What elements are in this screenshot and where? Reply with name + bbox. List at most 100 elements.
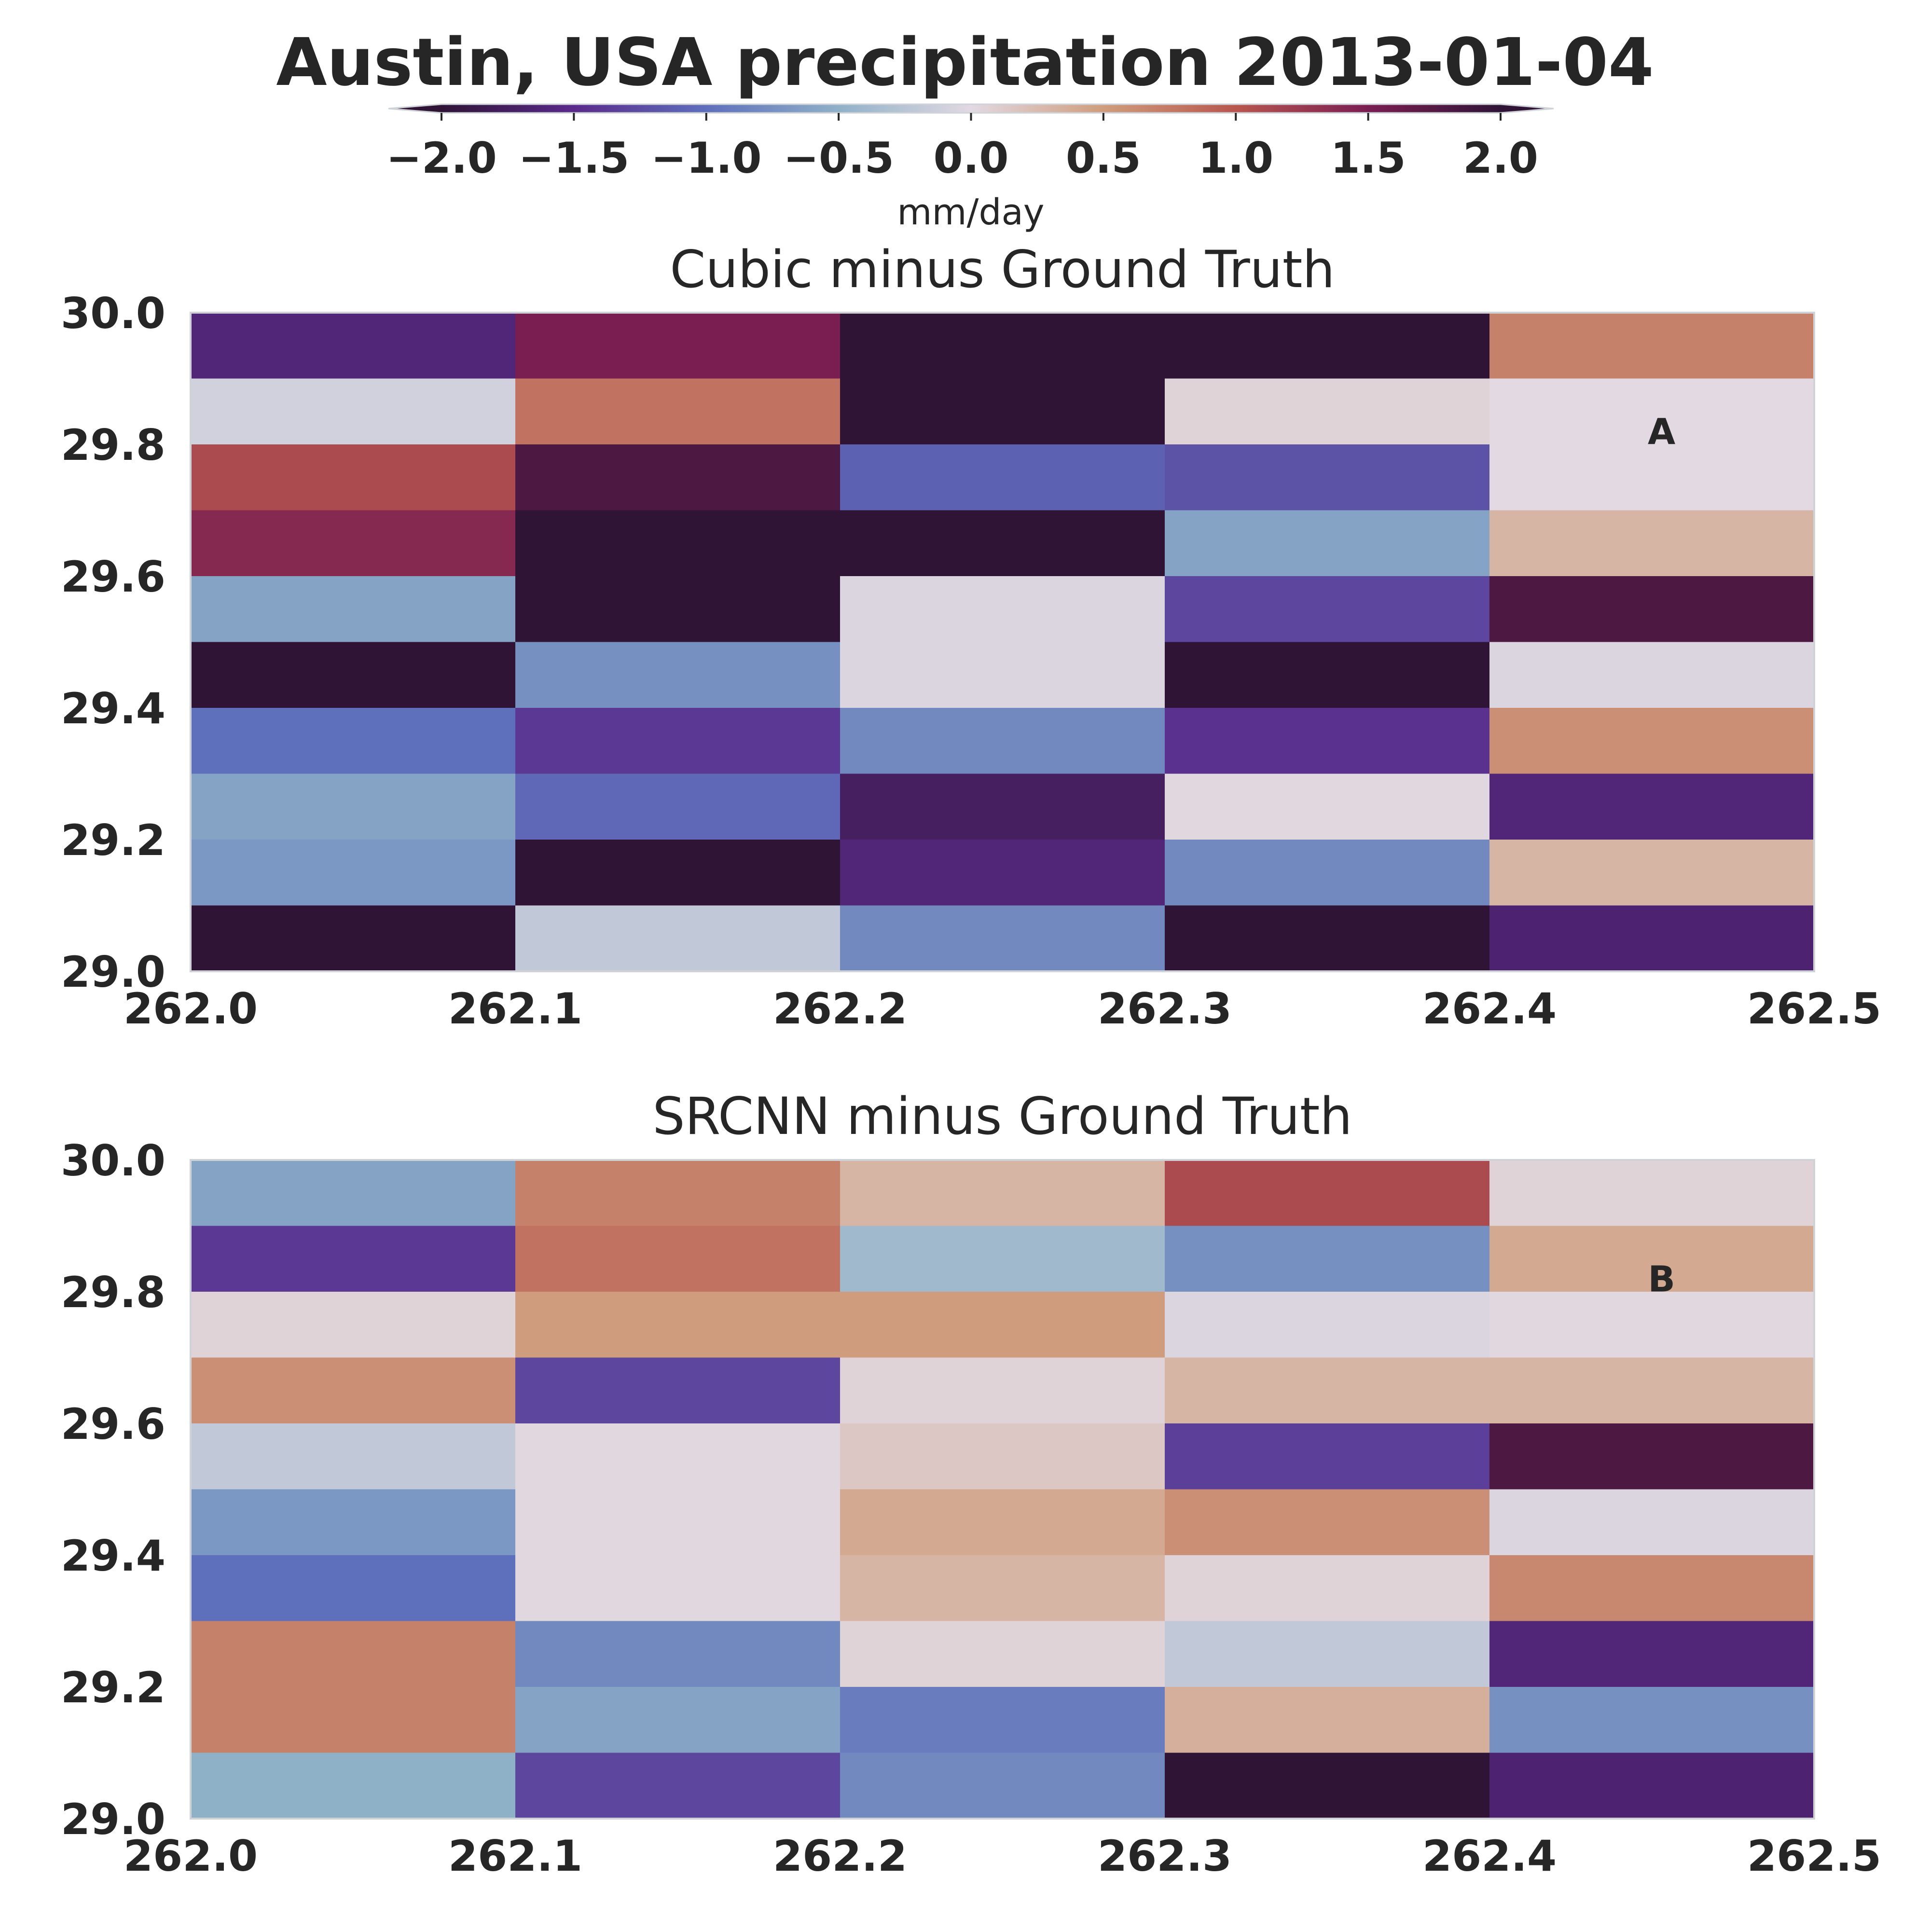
heatmap-cell [840, 1292, 1165, 1358]
heatmap-cell [515, 1160, 841, 1227]
heatmap-cell [515, 510, 841, 577]
heatmap-panel-1: Cubic minus Ground Truth 262.0 262.1 262.2 2… [61, 240, 1881, 1034]
y-tick-label: 29.6 [61, 1399, 165, 1449]
y-tick-label: 29.2 [61, 815, 165, 865]
colorbar-tick-label: 1.5 [1331, 133, 1406, 183]
heatmap-cell [515, 642, 841, 708]
y-tick-label: 29.8 [61, 420, 165, 470]
heatmap-cell [1165, 378, 1490, 445]
heatmap-cell [515, 1621, 841, 1687]
heatmap-cell [191, 642, 516, 708]
x-tick-label: 262.2 [773, 984, 907, 1034]
y-tick-label: 29.6 [61, 552, 165, 602]
heatmap-cell [840, 378, 1165, 445]
heatmap-cell [840, 1489, 1165, 1556]
heatmap-cell [515, 313, 841, 379]
heatmap-cell [515, 444, 841, 511]
heatmap-cell [1489, 444, 1815, 511]
heatmap-cell [191, 444, 516, 511]
heatmap-cell [515, 1226, 841, 1292]
heatmap-cell [191, 1357, 516, 1424]
x-tick-label: 262.4 [1422, 984, 1557, 1034]
heatmap-cell [840, 1357, 1165, 1424]
heatmap-cell [1489, 1292, 1815, 1358]
colorbar-tick-label: 1.0 [1198, 133, 1273, 183]
heatmap-cell [1489, 1160, 1815, 1227]
heatmap-cell [1165, 1292, 1490, 1358]
heatmap-cell [1165, 1687, 1490, 1753]
plot-frame [190, 312, 1815, 972]
colorbar-bar [441, 104, 1501, 113]
heatmap-cell [191, 1160, 516, 1227]
heatmap-cell [1165, 1753, 1490, 1819]
x-tick-label: 262.3 [1098, 1831, 1232, 1881]
heatmap-cell [840, 1753, 1165, 1819]
heatmap-cell [1489, 510, 1815, 577]
heatmap-cell [1165, 840, 1490, 906]
x-tick-label: 262.4 [1422, 1831, 1557, 1881]
heatmap-cell [840, 642, 1165, 708]
heatmap-cell [1165, 642, 1490, 708]
heatmap-cell [840, 576, 1165, 643]
heatmap-cell [1489, 1621, 1815, 1687]
x-tick-label: 262.0 [124, 984, 258, 1034]
heatmap-cell [191, 840, 516, 906]
heatmap-cell [1489, 773, 1815, 840]
heatmap-cell [840, 840, 1165, 906]
y-tick-label: 29.0 [61, 1794, 165, 1844]
heatmap-cell [515, 378, 841, 445]
colorbar-tick-label: −1.5 [519, 133, 630, 183]
heatmap-cell [840, 444, 1165, 511]
heatmap-cell [1165, 1489, 1490, 1556]
heatmap-cell [1489, 313, 1815, 379]
heatmap-cell [1489, 1753, 1815, 1819]
heatmap-cell [515, 1555, 841, 1622]
heatmap-cell [515, 773, 841, 840]
y-tick-label: 29.8 [61, 1268, 165, 1317]
heatmap-cell [1165, 905, 1490, 972]
x-tick-label: 262.5 [1747, 984, 1881, 1034]
colorbar-tick-label: 0.0 [934, 133, 1009, 183]
colorbar-extend-high [1501, 104, 1554, 113]
x-tick-label: 262.1 [448, 1831, 582, 1881]
heatmap-cell [191, 905, 516, 972]
heatmap-cell [1165, 1621, 1490, 1687]
heatmap-cell [515, 1357, 841, 1424]
heatmap-cell [191, 708, 516, 774]
y-tick-label: 29.4 [61, 684, 165, 733]
heatmap-cell [191, 313, 516, 379]
heatmap-cell [1489, 1489, 1815, 1556]
heatmap-cell [1489, 1226, 1815, 1292]
heatmap-cell [840, 510, 1165, 577]
heatmap-cell [515, 1687, 841, 1753]
y-tick-label: 29.0 [61, 947, 165, 997]
x-tick-label: 262.1 [448, 984, 582, 1034]
heatmap-cell [515, 576, 841, 643]
heatmap-cell [191, 576, 516, 643]
plot-frame [190, 1159, 1815, 1820]
heatmap-cell [191, 1489, 516, 1556]
heatmap-cell [1165, 1226, 1490, 1292]
figure-title: Austin, USA precipitation 2013-01-04 [276, 25, 1654, 101]
x-tick-label: 262.5 [1747, 1831, 1881, 1881]
heatmap-cell [191, 1423, 516, 1490]
heatmap-cell [840, 1555, 1165, 1622]
heatmap-cell [191, 1555, 516, 1622]
colorbar-tick-label: −2.0 [386, 133, 497, 183]
heatmap-cell [1165, 1423, 1490, 1490]
colorbar-tick-label: −0.5 [783, 133, 894, 183]
heatmap-cell [1489, 1423, 1815, 1490]
heatmap-cell [1165, 773, 1490, 840]
heatmap-cell [515, 905, 841, 972]
heatmap-cell [840, 1160, 1165, 1227]
heatmap-cell [1489, 642, 1815, 708]
heatmap-cell [840, 708, 1165, 774]
heatmap-cell [1165, 708, 1490, 774]
colorbar-label: mm/day [897, 192, 1044, 233]
heatmap-cell [515, 1753, 841, 1819]
heatmap-cell [1489, 840, 1815, 906]
heatmap-cell [1489, 1687, 1815, 1753]
heatmap-cell [1489, 1357, 1815, 1424]
